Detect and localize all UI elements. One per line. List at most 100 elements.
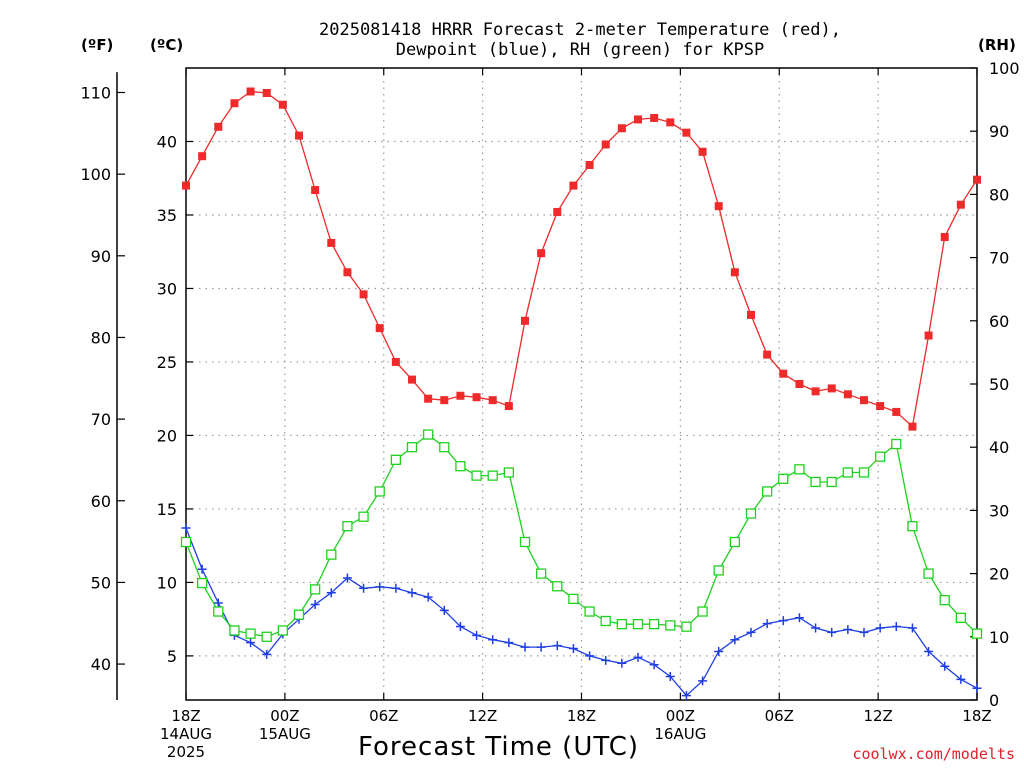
rh-point xyxy=(196,577,208,589)
x-tick-label: 15AUG xyxy=(259,725,311,743)
dewpoint-point xyxy=(423,592,433,602)
rh-point xyxy=(358,511,369,522)
dewpoint-point xyxy=(714,646,724,656)
rh-point xyxy=(261,631,272,642)
temperature-point xyxy=(908,422,917,431)
dewpoint-point xyxy=(536,642,546,652)
rh-point xyxy=(874,451,886,462)
temperature-point xyxy=(295,131,303,140)
temperature-point xyxy=(456,391,465,400)
temperature-point xyxy=(553,208,562,217)
dewpoint-point xyxy=(407,588,417,598)
rh-tick-label: 20 xyxy=(989,565,1009,584)
series-line-temperature xyxy=(185,90,978,428)
dewpoint-point xyxy=(520,642,530,652)
celsius-tick-label: 30 xyxy=(157,279,177,298)
x-tick-label: 00Z xyxy=(270,707,299,725)
rh-point xyxy=(858,467,870,478)
rh-tick-label: 70 xyxy=(989,249,1009,268)
dewpoint-point xyxy=(730,635,740,645)
rh-point xyxy=(745,508,757,519)
temperature-point xyxy=(617,124,626,133)
rh-point xyxy=(681,621,692,632)
rh-tick-label: 100 xyxy=(989,59,1020,78)
rh-point xyxy=(535,568,547,579)
fahrenheit-tick-label: 40 xyxy=(91,655,111,674)
rh-point xyxy=(309,584,321,595)
temperature-point xyxy=(198,152,207,161)
dewpoint-point xyxy=(875,623,885,633)
series-line-dewpoint xyxy=(185,527,978,697)
temperature-point xyxy=(182,181,190,190)
rh-point xyxy=(794,464,805,475)
celsius-tick-label: 5 xyxy=(167,647,177,666)
temperature-point xyxy=(327,238,336,247)
rh-point xyxy=(552,581,563,592)
dewpoint-point xyxy=(762,619,772,629)
dewpoint-point xyxy=(811,623,821,633)
rh-point xyxy=(971,628,983,639)
rh-point xyxy=(907,521,918,532)
temperature-point xyxy=(795,380,804,388)
dewpoint-point xyxy=(326,588,336,598)
dewpoint-point xyxy=(181,523,191,533)
dewpoint-point xyxy=(827,627,837,637)
temperature-point xyxy=(521,316,529,325)
rh-point xyxy=(326,549,337,560)
rh-point xyxy=(245,628,256,639)
rh-tick-label: 90 xyxy=(989,122,1009,141)
temperature-point xyxy=(278,100,287,109)
rh-point xyxy=(374,486,385,497)
x-tick-label: 06Z xyxy=(369,707,398,725)
temperature-point xyxy=(682,128,691,137)
temperature-point xyxy=(763,350,772,359)
dewpoint-point xyxy=(504,638,514,648)
dewpoint-point xyxy=(488,635,498,645)
dewpoint-point xyxy=(907,623,917,633)
dewpoint-point xyxy=(794,613,804,623)
x-tick-label: 18Z xyxy=(962,707,991,725)
rh-point xyxy=(487,470,498,481)
rh-point xyxy=(293,609,305,620)
temperature-point xyxy=(843,390,852,399)
rh-tick-label: 10 xyxy=(989,628,1009,647)
dewpoint-point xyxy=(262,649,272,659)
rh-point xyxy=(471,470,482,481)
temperature-point xyxy=(391,357,400,366)
temperature-point xyxy=(827,384,836,393)
temperature-point xyxy=(359,290,368,299)
x-tick-label: 12Z xyxy=(468,707,497,725)
temperature-point xyxy=(747,310,755,319)
dewpoint-point xyxy=(568,644,578,654)
dewpoint-point xyxy=(649,660,659,670)
x-tick-label: 12Z xyxy=(863,707,892,725)
temperature-point xyxy=(973,175,981,184)
series-rh xyxy=(180,429,983,642)
x-tick-label: 18Z xyxy=(567,707,596,725)
dewpoint-point xyxy=(891,622,901,632)
x-tick-label: 16AUG xyxy=(654,725,706,743)
rh-point xyxy=(455,461,466,472)
rh-point xyxy=(697,606,708,617)
temperature-point xyxy=(504,402,513,411)
dewpoint-point xyxy=(375,582,385,592)
temperature-point xyxy=(424,394,433,403)
fahrenheit-tick-label: 90 xyxy=(91,247,111,266)
dewpoint-point xyxy=(665,671,675,681)
dewpoint-point xyxy=(746,627,756,637)
dewpoint-point xyxy=(617,658,627,668)
rh-point xyxy=(503,467,515,478)
temperature-point xyxy=(375,324,384,333)
fahrenheit-tick-label: 110 xyxy=(80,83,111,102)
rh-tick-label: 30 xyxy=(989,501,1009,520)
rh-point xyxy=(729,536,741,548)
temperature-point xyxy=(956,200,965,209)
dewpoint-point xyxy=(698,676,708,686)
temperature-point xyxy=(779,369,788,378)
temperature-point xyxy=(311,185,320,194)
rh-point xyxy=(390,454,402,465)
rh-point xyxy=(923,568,934,579)
rh-point xyxy=(277,625,289,636)
dewpoint-point xyxy=(940,661,950,671)
dewpoint-point xyxy=(439,605,449,615)
